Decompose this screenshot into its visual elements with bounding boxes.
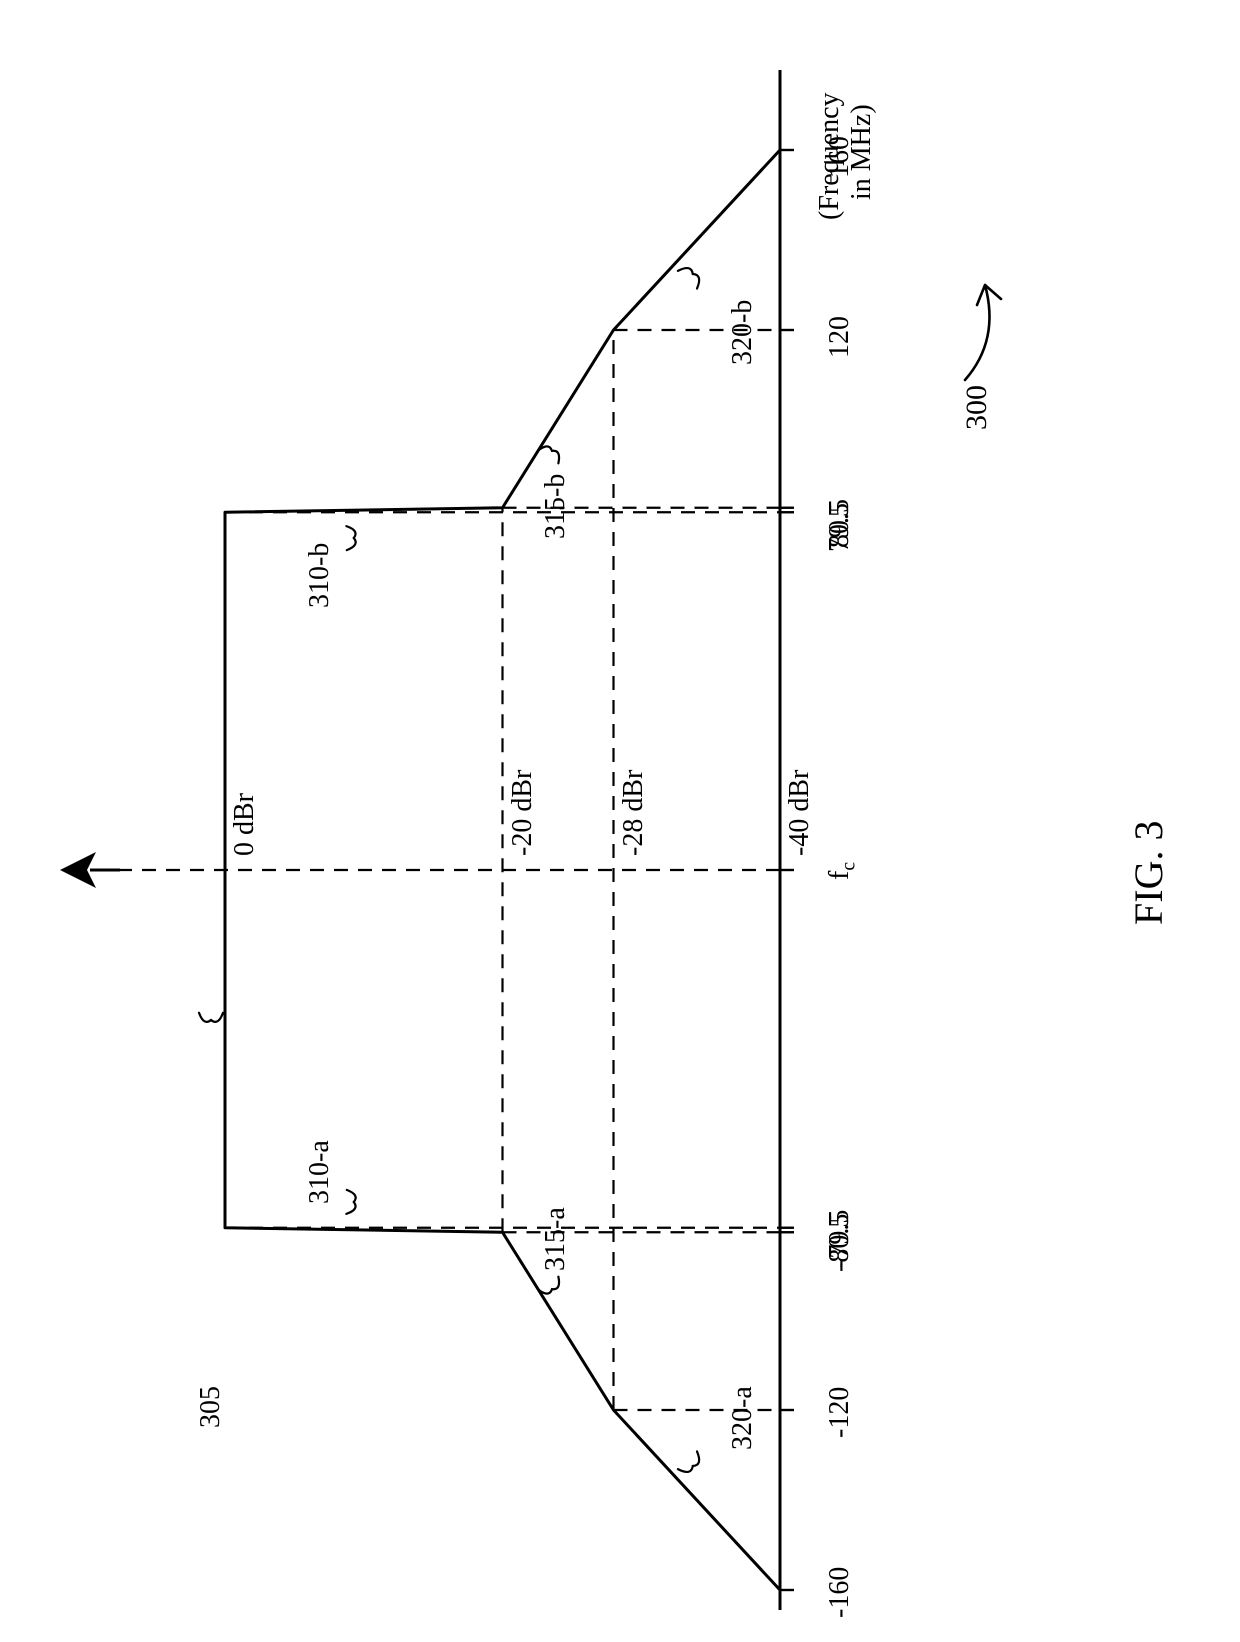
brace-320b [678,264,704,289]
ref-310b: 310-b [304,543,336,608]
freq-tick-5: 80.5 [824,499,856,548]
ref-320a: 320-a [727,1386,759,1450]
freq-tick-0: -160 [824,1567,856,1618]
brace-310b [346,526,355,550]
dbr-label-2: -28 dBr [618,770,650,856]
ref-305: 305 [195,1386,227,1428]
ref-315b: 315-b [540,474,572,539]
ref-310a: 310-a [304,1140,336,1204]
dbr-label-3: -40 dBr [784,770,816,856]
axis-unit-2: in MHz) [846,104,878,200]
dbr-label-1: -20 dBr [507,770,539,856]
ref-315a: 315-a [540,1207,572,1271]
freq-tick-6: 120 [824,316,856,358]
brace-310a [346,1190,355,1214]
dbr-label-0: 0 dBr [229,793,261,856]
ref-320b: 320-b [727,300,759,365]
brace-305 [199,1013,223,1022]
brace-320a [678,1451,704,1476]
fc-label: fc [824,862,861,880]
figure-canvas: 0 dBr-20 dBr-28 dBr-40 dBr-160-120-80.5-… [0,0,1240,1642]
freq-tick-1: -120 [824,1387,856,1438]
figure-caption: FIG. 3 [1125,821,1172,925]
ref-300: 300 [960,385,994,430]
freq-tick-3: -79.5 [824,1209,856,1267]
axis-unit-1: (Frequency [814,92,846,220]
